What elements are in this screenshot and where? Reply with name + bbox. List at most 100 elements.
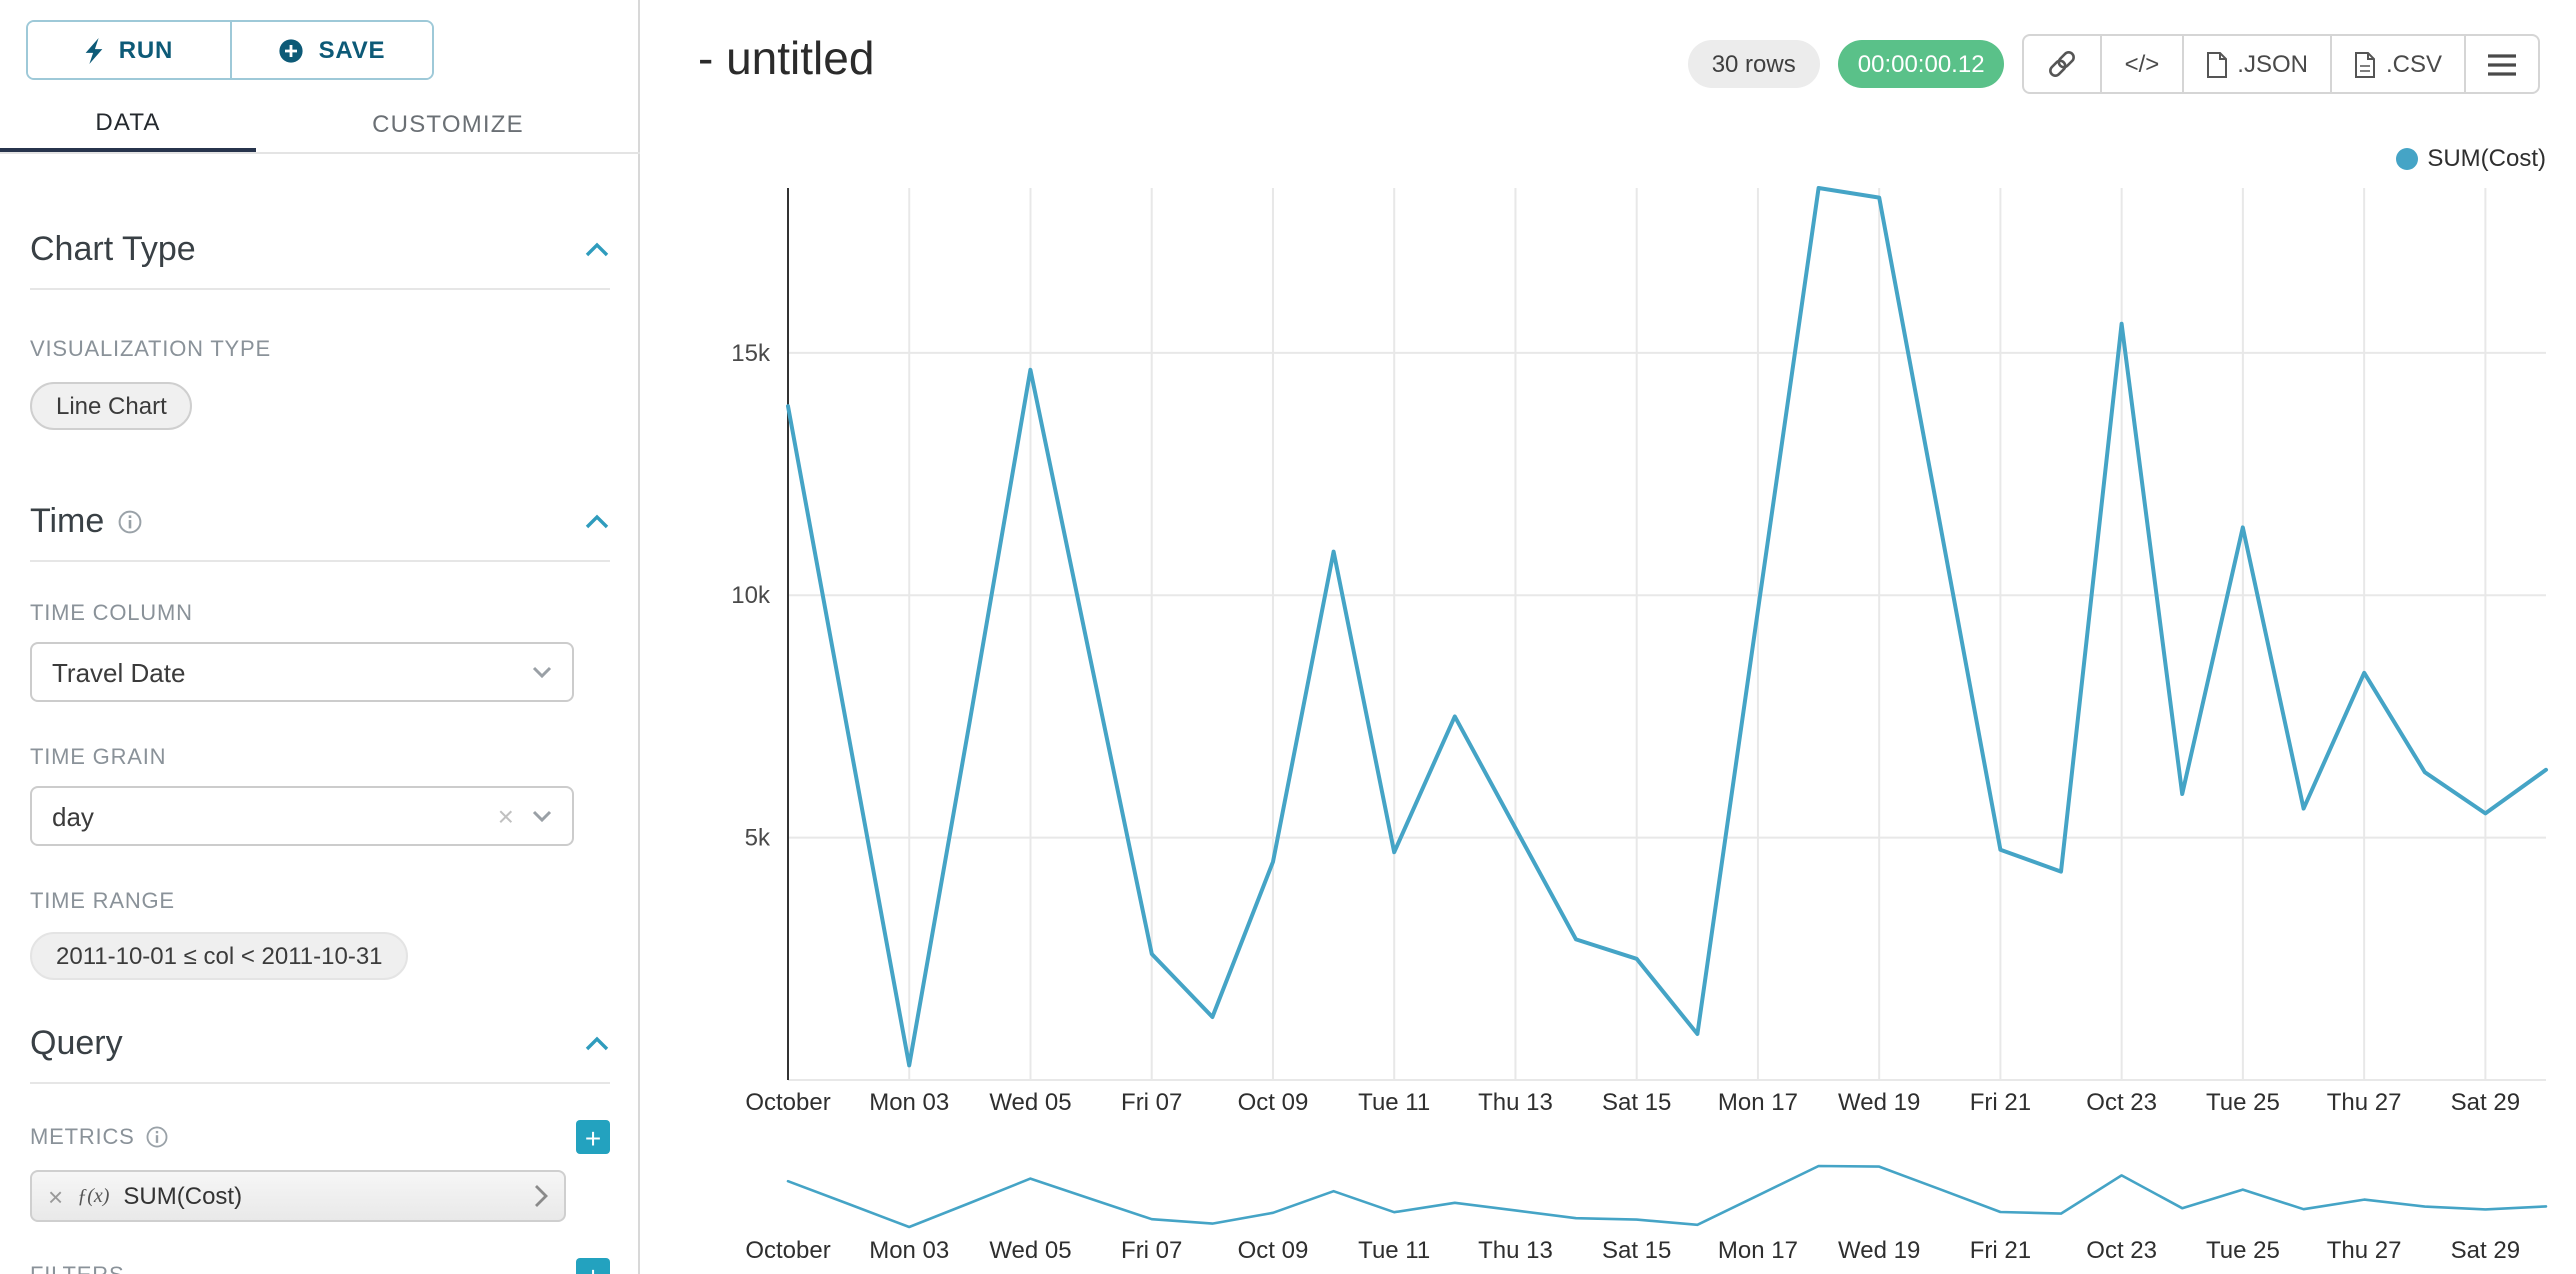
menu-icon <box>2488 53 2516 75</box>
legend-label: SUM(Cost) <box>2427 144 2546 172</box>
metrics-label: METRICS <box>30 1125 169 1149</box>
link-icon <box>2047 48 2079 80</box>
section-time-title: Time <box>30 502 105 540</box>
tab-data[interactable]: DATA <box>0 96 256 152</box>
info-icon <box>118 510 142 534</box>
main-line-chart: 5k 10k 15k October Mon 03 Wed 05 Fri 07 Oct 09 T… <box>731 186 2548 1116</box>
svg-text:Tue 11: Tue 11 <box>1358 1237 1430 1264</box>
caret-right-icon <box>534 1184 548 1208</box>
svg-text:Thu 27: Thu 27 <box>2327 1237 2402 1264</box>
save-button[interactable]: SAVE <box>230 22 432 78</box>
short-link-button[interactable] <box>2022 34 2103 94</box>
section-divider <box>30 1082 610 1084</box>
range-brush-chart[interactable]: October Mon 03 Wed 05 Fri 07 Oct 09 Tue 11 Thu… <box>708 1152 2568 1272</box>
svg-text:Fri 21: Fri 21 <box>1970 1089 2031 1116</box>
bolt-icon <box>85 37 105 63</box>
run-button-label: RUN <box>118 36 174 64</box>
add-metric-button[interactable]: + <box>576 1120 610 1154</box>
visualization-type-label: VISUALIZATION TYPE <box>30 338 271 362</box>
legend-dot-icon <box>2395 147 2418 169</box>
svg-text:Tue 25: Tue 25 <box>2206 1237 2280 1264</box>
fx-icon: ƒ(x) <box>77 1185 110 1207</box>
svg-text:Sat 29: Sat 29 <box>2451 1089 2520 1116</box>
export-csv-button[interactable]: .CSV <box>2329 34 2466 94</box>
svg-text:Sat 15: Sat 15 <box>1602 1089 1671 1116</box>
svg-text:Mon 17: Mon 17 <box>1718 1089 1798 1116</box>
svg-text:October: October <box>745 1089 830 1116</box>
time-grain-select[interactable]: day × <box>30 786 574 846</box>
chevron-up-icon[interactable] <box>584 1036 610 1052</box>
chevron-up-icon[interactable] <box>584 514 610 530</box>
section-divider <box>30 560 610 562</box>
filters-header-row: FILTERS + <box>30 1258 610 1274</box>
svg-text:Wed 05: Wed 05 <box>989 1089 1071 1116</box>
svg-text:5k: 5k <box>745 825 771 852</box>
export-json-button[interactable]: .JSON <box>2181 34 2332 94</box>
svg-text:Fri 07: Fri 07 <box>1121 1237 1182 1264</box>
svg-text:Oct 09: Oct 09 <box>1238 1237 1309 1264</box>
json-file-icon <box>2205 51 2227 77</box>
metric-option-label: SUM(Cost) <box>123 1182 243 1210</box>
svg-text:Fri 07: Fri 07 <box>1121 1089 1182 1116</box>
info-icon <box>147 1126 169 1148</box>
svg-text:Oct 23: Oct 23 <box>2086 1089 2157 1116</box>
time-range-value[interactable]: 2011-10-01 ≤ col < 2011-10-31 <box>30 932 409 980</box>
svg-text:Thu 13: Thu 13 <box>1478 1237 1553 1264</box>
svg-text:Tue 25: Tue 25 <box>2206 1089 2280 1116</box>
time-range-label: TIME RANGE <box>30 890 175 914</box>
sidebar-tabs: DATA CUSTOMIZE <box>0 96 640 154</box>
run-save-button-group: RUN SAVE <box>26 20 434 80</box>
chevron-down-icon <box>532 666 552 678</box>
svg-text:Wed 19: Wed 19 <box>1838 1237 1920 1264</box>
svg-text:15k: 15k <box>731 340 771 367</box>
csv-file-icon <box>2354 51 2376 77</box>
section-divider <box>30 288 610 290</box>
time-column-select[interactable]: Travel Date <box>30 642 574 702</box>
add-filter-button[interactable]: + <box>576 1258 610 1274</box>
legend-item-sum-cost[interactable]: SUM(Cost) <box>2395 144 2546 172</box>
svg-text:Sat 29: Sat 29 <box>2451 1237 2520 1264</box>
section-query-header: Query <box>30 1024 610 1064</box>
export-toolbar: </> .JSON .CSV <box>2022 34 2540 94</box>
svg-text:Tue 11: Tue 11 <box>1358 1089 1430 1116</box>
chart-header-actions: 30 rows 00:00:00.12 </> .JSON <box>1687 34 2540 94</box>
svg-text:Wed 19: Wed 19 <box>1838 1089 1920 1116</box>
row-count-badge: 30 rows <box>1687 40 1820 88</box>
chevron-down-icon <box>532 810 552 822</box>
chart-title: - untitled <box>698 32 875 84</box>
export-json-label: .JSON <box>2237 50 2308 78</box>
control-panel-sidebar: RUN SAVE DATA CUSTOMIZE Chart Type <box>0 0 640 1274</box>
chevron-up-icon[interactable] <box>584 242 610 258</box>
svg-text:Mon 03: Mon 03 <box>869 1089 949 1116</box>
svg-text:Oct 23: Oct 23 <box>2086 1237 2157 1264</box>
chart-menu-button[interactable] <box>2464 34 2540 94</box>
svg-text:Wed 05: Wed 05 <box>989 1237 1071 1264</box>
plus-circle-icon <box>279 37 305 63</box>
svg-text:Sat 15: Sat 15 <box>1602 1237 1671 1264</box>
save-button-label: SAVE <box>318 36 386 64</box>
svg-text:Thu 13: Thu 13 <box>1478 1089 1553 1116</box>
control-panel: Chart Type VISUALIZATION TYPE Line Chart… <box>0 154 640 1274</box>
svg-text:10k: 10k <box>731 582 771 609</box>
section-query-title: Query <box>30 1024 123 1062</box>
time-column-value: Travel Date <box>52 657 186 687</box>
run-button[interactable]: RUN <box>28 22 230 78</box>
svg-text:Fri 21: Fri 21 <box>1970 1237 2031 1264</box>
svg-text:Mon 03: Mon 03 <box>869 1237 949 1264</box>
chart-area: - untitled 30 rows 00:00:00.12 </> .JSON <box>642 0 2576 1274</box>
time-column-label: TIME COLUMN <box>30 602 193 626</box>
section-chart-type-header: Chart Type <box>30 230 610 270</box>
svg-text:Oct 09: Oct 09 <box>1238 1089 1309 1116</box>
metrics-header-row: METRICS + <box>30 1120 610 1154</box>
metric-option[interactable]: × ƒ(x) SUM(Cost) <box>30 1170 566 1222</box>
visualization-type-value[interactable]: Line Chart <box>30 382 193 430</box>
time-grain-label: TIME GRAIN <box>30 746 167 770</box>
filters-label: FILTERS <box>30 1263 124 1274</box>
section-time-header: Time <box>30 502 610 542</box>
query-timer-badge: 00:00:00.12 <box>1837 40 2005 88</box>
remove-metric-icon[interactable]: × <box>48 1181 64 1211</box>
embed-code-button[interactable]: </> <box>2100 34 2184 94</box>
clear-icon[interactable]: × <box>497 800 514 832</box>
tab-customize[interactable]: CUSTOMIZE <box>372 110 524 138</box>
